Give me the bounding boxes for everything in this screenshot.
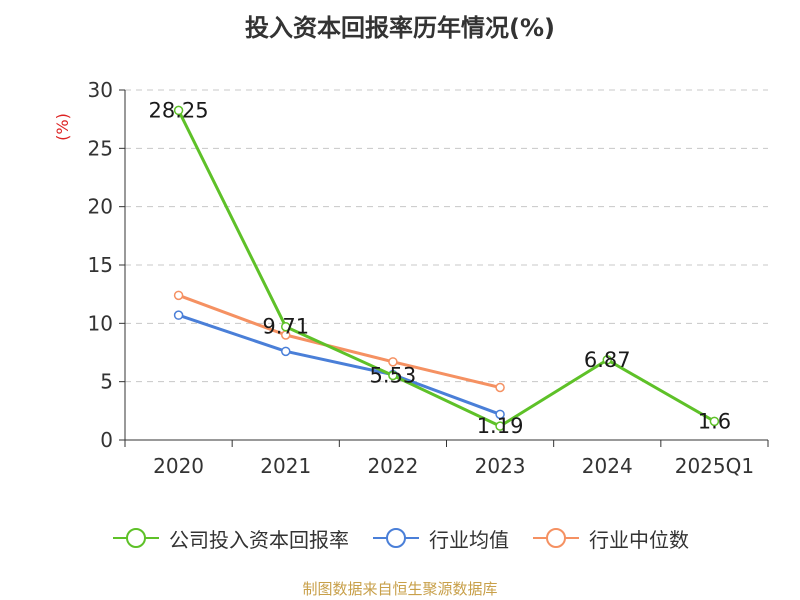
y-tick-label: 0 bbox=[100, 428, 113, 452]
y-tick-label: 5 bbox=[100, 370, 113, 394]
x-tick-label: 2022 bbox=[367, 454, 418, 478]
legend-item-industry-median[interactable]: 行业中位数 bbox=[531, 524, 689, 553]
data-label: 28.25 bbox=[149, 98, 209, 122]
y-tick-label: 30 bbox=[88, 78, 113, 102]
x-tick-label: 2021 bbox=[260, 454, 311, 478]
series-company-line bbox=[177, 109, 716, 428]
legend-label: 公司投入资本回报率 bbox=[169, 527, 349, 552]
series-industry-median-point bbox=[388, 357, 398, 367]
series-company-point bbox=[602, 355, 612, 365]
series-industry-avg-point bbox=[281, 346, 291, 357]
data-label: 5.53 bbox=[370, 363, 417, 387]
series-industry-avg-point bbox=[173, 310, 184, 320]
series-industry-median-point bbox=[495, 382, 505, 393]
legend-line-icon bbox=[373, 528, 419, 548]
y-tick-label: 10 bbox=[88, 311, 113, 335]
legend-line-icon bbox=[113, 528, 159, 548]
x-tick-label: 2025Q1 bbox=[675, 454, 754, 478]
data-label: 9.71 bbox=[262, 315, 309, 339]
series-company-point bbox=[173, 105, 184, 116]
series-company-point bbox=[709, 416, 720, 427]
y-tick-label: 15 bbox=[88, 253, 113, 277]
legend-line-icon bbox=[533, 528, 579, 548]
series-industry-median-point bbox=[173, 290, 184, 301]
legend: 公司投入资本回报率 行业均值 行业中位数 bbox=[0, 520, 800, 556]
legend-item-industry-avg[interactable]: 行业均值 bbox=[371, 524, 509, 553]
y-tick-label: 20 bbox=[88, 195, 113, 219]
series-industry-median-line bbox=[178, 293, 501, 389]
y-axis-label: (%) bbox=[53, 113, 72, 141]
x-tick-label: 2023 bbox=[475, 454, 526, 478]
source-note: 制图数据来自恒生聚源数据库 bbox=[302, 580, 498, 598]
series-company-point bbox=[281, 321, 291, 332]
legend-label: 行业中位数 bbox=[589, 527, 689, 552]
x-tick-label: 2020 bbox=[153, 454, 204, 478]
line-chart: 0 5 10 15 20 25 30 (%) 2020 2021 2022 2023 2024 2025Q… bbox=[53, 78, 769, 478]
data-label: 6.87 bbox=[584, 348, 631, 372]
chart-title: 投入资本回报率历年情况(%) bbox=[245, 14, 555, 42]
series-industry-avg-line bbox=[178, 313, 501, 416]
series-company-point bbox=[495, 421, 505, 431]
x-tick-label: 2024 bbox=[582, 454, 633, 478]
legend-label: 行业均值 bbox=[429, 527, 509, 552]
legend-item-company[interactable]: 公司投入资本回报率 bbox=[111, 524, 349, 553]
data-label: 1.19 bbox=[477, 414, 524, 438]
y-tick-label: 25 bbox=[88, 136, 113, 160]
series-company-point bbox=[388, 370, 398, 381]
data-label: 1.6 bbox=[698, 409, 731, 433]
series-industry-avg-point bbox=[495, 409, 505, 420]
